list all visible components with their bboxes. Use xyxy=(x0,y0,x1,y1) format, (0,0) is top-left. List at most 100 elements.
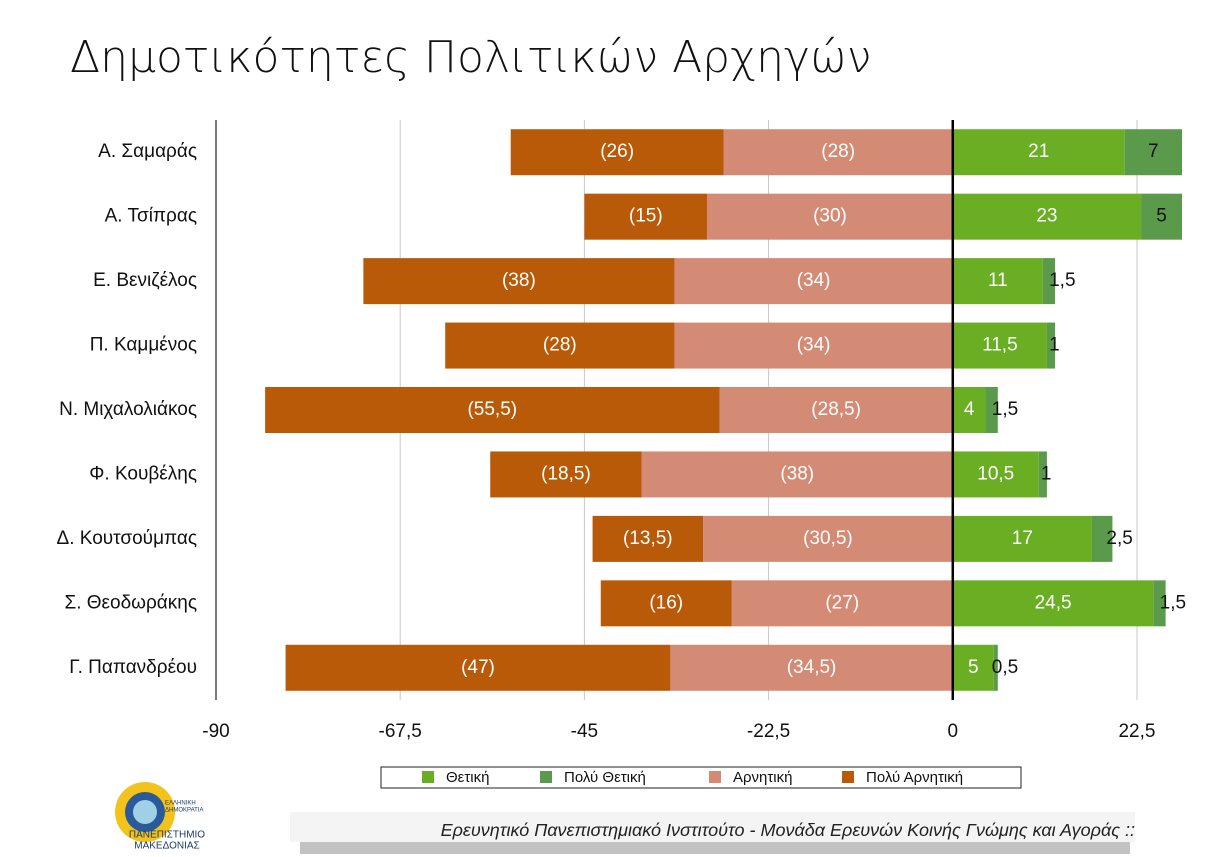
category-label: Π. Καμμένος xyxy=(90,335,197,356)
data-label: (16) xyxy=(649,592,683,613)
data-label: 11,5 xyxy=(982,335,1018,356)
bar-segment xyxy=(641,451,953,498)
data-label: 0,5 xyxy=(992,657,1018,678)
legend-swatch xyxy=(540,771,552,783)
data-label: 24,5 xyxy=(1035,592,1072,613)
category-label: Ν. Μιχαλολιάκος xyxy=(59,399,197,420)
data-label: (28,5) xyxy=(811,399,861,420)
data-label: (30) xyxy=(813,206,847,227)
category-label: Γ. Παπανδρέου xyxy=(69,657,197,678)
bar-segment xyxy=(952,580,1154,627)
legend-label: Αρνητική xyxy=(733,769,792,786)
bar-segment xyxy=(723,129,953,176)
bar-segment xyxy=(592,515,704,562)
logo-text: ΔΗΜΟΚΡΑΤΙΑ xyxy=(165,808,203,814)
data-label: 5 xyxy=(968,657,979,678)
x-tick-label: 0 xyxy=(947,721,958,742)
category-label: Ε. Βενιζέλος xyxy=(93,270,197,291)
data-label: (15) xyxy=(629,206,663,227)
bar-segment xyxy=(600,580,732,627)
bar-segment xyxy=(703,515,953,562)
bar-segment xyxy=(1046,322,1056,369)
data-label: (28) xyxy=(543,335,577,356)
bar-segment xyxy=(952,193,1142,240)
bar-segment xyxy=(707,193,953,240)
bar-segment xyxy=(1141,193,1182,240)
x-tick-label: -45 xyxy=(571,721,598,742)
data-label: (18,5) xyxy=(541,463,591,484)
bar-segment xyxy=(952,322,1047,369)
bar-segment xyxy=(670,644,953,691)
data-label: 1 xyxy=(1041,463,1052,484)
bar-segment xyxy=(719,387,953,433)
data-label: 1,5 xyxy=(992,399,1018,420)
category-label: Δ. Κουτσούμπας xyxy=(57,528,198,549)
legend-swatch xyxy=(709,771,721,783)
footer-shadow xyxy=(300,842,1130,854)
data-label: 23 xyxy=(1036,206,1057,227)
data-label: (34) xyxy=(797,270,831,291)
logo-text: ΜΑΚΕΔΟΝΙΑΣ xyxy=(134,841,199,852)
data-label: 10,5 xyxy=(977,463,1014,484)
footer-band xyxy=(290,812,1135,842)
bar-segment xyxy=(952,644,994,691)
data-label: (30,5) xyxy=(803,528,853,549)
data-label: 1,5 xyxy=(1049,270,1075,291)
bar-segment xyxy=(1038,451,1047,498)
data-label: (38) xyxy=(502,270,536,291)
data-label: (26) xyxy=(600,141,634,162)
bar-segment xyxy=(952,258,1043,305)
bar-segment xyxy=(510,129,724,176)
bar-segment xyxy=(985,387,998,433)
bar-segment xyxy=(952,387,986,433)
data-label: 2,5 xyxy=(1106,528,1132,549)
bar-segment xyxy=(1153,580,1166,627)
bar-segment xyxy=(490,451,642,498)
data-label: (13,5) xyxy=(623,528,673,549)
logo-inner xyxy=(133,800,157,824)
category-label: Α. Σαμαράς xyxy=(98,141,197,162)
data-label: (27) xyxy=(825,592,859,613)
bar-segment xyxy=(1042,258,1056,305)
bar-segment xyxy=(731,580,953,627)
data-label: 1 xyxy=(1049,335,1060,356)
legend-label: Πολύ Θετική xyxy=(564,769,646,786)
data-label: 1,5 xyxy=(1160,592,1186,613)
data-label: (47) xyxy=(461,657,495,678)
bar-segment xyxy=(952,129,1125,176)
data-label: (38) xyxy=(780,463,814,484)
logo: ΕΛΛΗΝΙΚΗ ΔΗΜΟΚΡΑΤΙΑ ΠΑΝΕΠΙΣΤΗΜΙΟ ΜΑΚΕΔΟΝ… xyxy=(115,782,205,852)
data-label: (28) xyxy=(821,141,855,162)
data-label: 11 xyxy=(988,270,1008,291)
bar-segment xyxy=(363,258,675,305)
category-label: Α. Τσίπρας xyxy=(105,206,197,227)
legend-swatch xyxy=(422,771,434,783)
data-label: 17 xyxy=(1012,528,1033,549)
data-label: (34) xyxy=(797,335,831,356)
legend-label: Θετική xyxy=(446,769,489,786)
bar-segment xyxy=(674,322,953,369)
data-label: 21 xyxy=(1028,141,1049,162)
x-tick-label: -90 xyxy=(202,721,229,742)
bar-segment xyxy=(993,644,998,691)
data-label: 4 xyxy=(964,399,975,420)
category-label: Φ. Κουβέλης xyxy=(89,463,197,484)
data-label: (55,5) xyxy=(467,399,517,420)
x-tick-label: -22,5 xyxy=(747,721,790,742)
bar-segment xyxy=(265,387,720,433)
chart-title: Δημοτικότητες Πολιτικών Αρχηγών xyxy=(70,32,872,83)
category-label: Σ. Θεοδωράκης xyxy=(64,592,197,613)
bar-segment xyxy=(445,322,675,369)
x-tick-label: -67,5 xyxy=(379,721,422,742)
bar-segment xyxy=(285,644,671,691)
bar-segment xyxy=(952,451,1039,498)
logo-text: ΕΛΛΗΝΙΚΗ xyxy=(165,801,196,807)
bar-segment xyxy=(952,515,1092,562)
x-tick-label: 22,5 xyxy=(1118,721,1155,742)
data-label: 7 xyxy=(1148,141,1159,162)
legend-label: Πολύ Αρνητική xyxy=(866,769,963,786)
logo-text: ΠΑΝΕΠΙΣΤΗΜΙΟ xyxy=(129,830,205,841)
bar-segment xyxy=(1091,515,1113,562)
bar-segment xyxy=(1124,129,1182,176)
